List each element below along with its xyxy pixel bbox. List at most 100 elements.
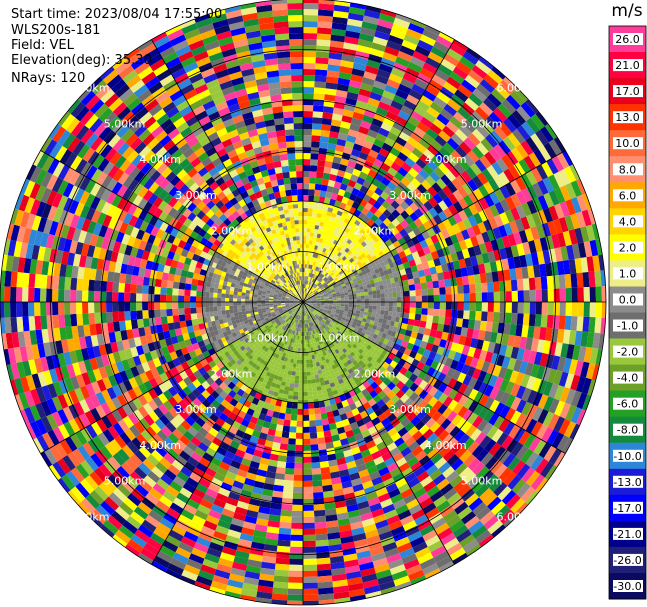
- velocity-gate: [391, 311, 397, 317]
- velocity-gate: [384, 288, 389, 294]
- noise-gate: [420, 116, 433, 129]
- noise-gate: [395, 13, 412, 23]
- noise-gate: [316, 45, 330, 53]
- velocity-gate: [306, 228, 311, 233]
- noise-gate: [316, 551, 330, 559]
- noise-gate: [28, 302, 35, 317]
- velocity-gate: [396, 306, 401, 313]
- velocity-gate: [312, 208, 318, 214]
- noise-gate: [361, 207, 370, 216]
- velocity-gate: [307, 212, 313, 217]
- noise-gate: [4, 317, 12, 334]
- noise-gate: [510, 179, 522, 194]
- noise-gate: [314, 189, 321, 197]
- noise-gate: [341, 115, 353, 124]
- noise-gate: [463, 194, 474, 207]
- noise-gate: [275, 472, 285, 480]
- noise-gate: [88, 312, 96, 325]
- noise-gate: [414, 283, 422, 291]
- noise-gate: [479, 79, 495, 94]
- noise-gate: [380, 162, 391, 172]
- noise-gate: [361, 165, 371, 175]
- noise-gate: [493, 175, 505, 189]
- noise-gate: [507, 114, 522, 129]
- noise-gate: [581, 209, 592, 227]
- noise-gate: [456, 276, 464, 286]
- noise-gate: [383, 116, 396, 127]
- noise-gate: [344, 140, 355, 149]
- noise-gate: [407, 115, 421, 127]
- noise-gate: [510, 279, 518, 292]
- noise-gate: [285, 407, 292, 415]
- velocity-gate: [309, 236, 314, 241]
- noise-gate: [295, 159, 303, 166]
- velocity-gate: [309, 232, 314, 237]
- noise-gate: [387, 131, 399, 142]
- noise-gate: [418, 214, 428, 225]
- velocity-gate: [375, 313, 380, 319]
- noise-gate: [303, 93, 314, 100]
- noise-gate: [437, 323, 445, 332]
- noise-gate: [458, 198, 469, 210]
- velocity-gate: [396, 296, 401, 302]
- noise-gate: [286, 401, 293, 409]
- noise-gate: [319, 141, 329, 149]
- noise-gate: [320, 466, 331, 475]
- noise-gate: [318, 3, 335, 11]
- noise-gate: [444, 236, 454, 247]
- noise-gate: [504, 209, 515, 223]
- noise-gate: [294, 462, 303, 469]
- noise-gate: [476, 124, 490, 139]
- noise-gate: [345, 30, 361, 39]
- noise-gate: [479, 155, 492, 169]
- noise-gate: [459, 56, 476, 70]
- noise-gate: [184, 289, 191, 297]
- noise-gate: [521, 188, 533, 203]
- noise-gate: [375, 106, 388, 117]
- noise-gate: [456, 250, 465, 261]
- noise-gate: [429, 123, 443, 135]
- noise-gate: [10, 286, 17, 302]
- noise-gate: [321, 118, 332, 126]
- noise-gate: [421, 179, 432, 191]
- noise-gate: [525, 170, 538, 186]
- noise-gate: [324, 88, 337, 96]
- noise-gate: [295, 432, 303, 439]
- noise-gate: [335, 144, 345, 153]
- noise-gate: [303, 21, 318, 28]
- noise-gate: [291, 408, 298, 415]
- noise-gate: [288, 27, 303, 34]
- noise-gate: [422, 89, 437, 102]
- noise-gate: [415, 307, 422, 315]
- noise-gate: [279, 521, 292, 529]
- noise-gate: [548, 190, 560, 206]
- noise-gate: [362, 15, 379, 25]
- noise-gate: [542, 177, 555, 193]
- noise-gate: [530, 133, 544, 149]
- noise-gate: [402, 285, 410, 292]
- noise-gate: [294, 456, 303, 463]
- noise-gate: [433, 214, 443, 225]
- noise-gate: [278, 527, 292, 535]
- noise-gate: [274, 563, 290, 571]
- noise-gate: [397, 166, 409, 177]
- noise-gate: [484, 151, 497, 165]
- noise-gate: [313, 503, 325, 511]
- noise-gate: [332, 16, 348, 25]
- noise-gate: [125, 320, 133, 330]
- noise-gate: [556, 152, 570, 169]
- noise-gate: [386, 40, 402, 51]
- noise-gate: [365, 5, 382, 14]
- noise-gate: [571, 287, 578, 302]
- noise-gate: [425, 237, 434, 247]
- noise-gate: [312, 486, 323, 493]
- noise-gate: [315, 545, 330, 553]
- noise-gate: [293, 123, 303, 130]
- noise-gate: [303, 438, 311, 445]
- noise-gate: [40, 288, 47, 302]
- noise-gate: [288, 576, 303, 583]
- noise-gate: [439, 86, 455, 99]
- velocity-gate: [314, 225, 320, 230]
- noise-gate: [401, 162, 412, 173]
- noise-gate: [292, 105, 303, 112]
